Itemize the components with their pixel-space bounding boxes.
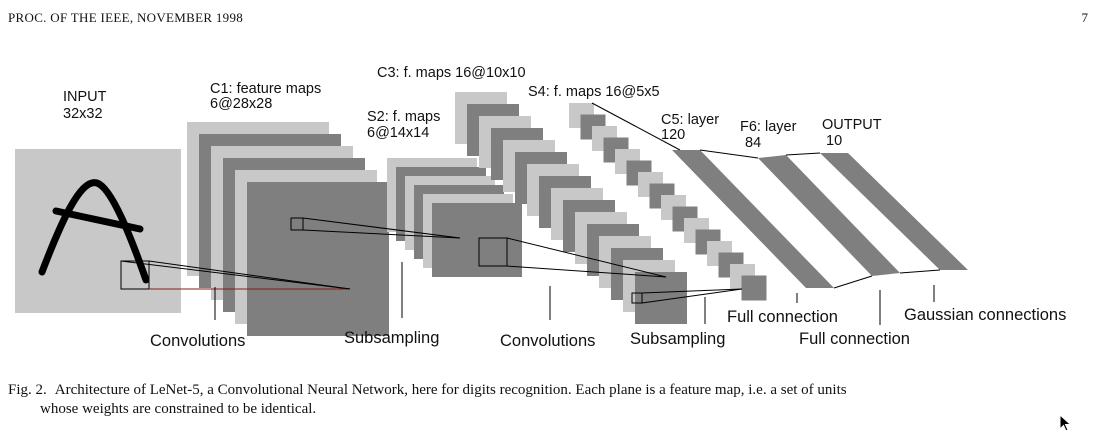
convolutions-2-label: Convolutions [500,332,595,350]
f6-output-connection-bottom [899,269,941,274]
f6-size-label: 84 [745,135,761,151]
full-connection-1-label: Full connection [727,308,838,326]
fully-connected-layers [672,149,968,289]
s4-feature-map-plane [741,275,767,301]
input-receptive-field [120,260,150,290]
operation-ticks [214,262,935,325]
s2-label: S2: f. maps [367,109,440,125]
c3-feature-maps [455,92,687,324]
caption-line-1: Architecture of LeNet-5, a Convolutional… [54,382,847,398]
c1-to-s2-line-bottom [302,229,461,239]
s2-receptive-field [478,237,508,267]
c5-size-label: 120 [661,127,685,143]
c5-f6-connection-bottom [833,275,873,289]
c5-label: C5: layer [661,112,719,128]
lenet5-architecture-diagram: .lbl { font-family: "Liberation Sans", s… [15,65,1066,350]
digit-a-stroke [38,179,150,284]
subsampling-1-label: Subsampling [344,329,439,347]
c3-to-s4-line-top [641,288,743,294]
input-to-c1-line-top [120,260,351,290]
mouse-pointer-icon [1059,414,1072,432]
input-image [15,149,181,313]
subsampling-2-label: Subsampling [630,330,725,348]
convolutions-1-label: Convolutions [150,332,245,350]
c3-label: C3: f. maps 16@10x10 [377,65,526,81]
input-to-c1-line-mid [148,260,351,290]
f6-label: F6: layer [740,119,797,135]
c3-receptive-field [631,292,643,304]
s4-feature-maps [569,103,767,301]
caption-label: Fig. 2. [8,382,47,398]
figure-caption: Fig. 2. Architecture of LeNet-5, a Convol… [8,381,1093,419]
s4-to-c5-line-top [591,102,681,151]
caption-line-2: whose weights are constrained to be iden… [40,401,317,417]
s2-to-c3-line-top [506,237,667,278]
f6-layer-bar [758,155,900,276]
full-connection-2-label: Full connection [799,330,910,348]
output-size-label: 10 [826,133,842,149]
gaussian-connections-label: Gaussian connections [904,306,1066,324]
c1-label: C1: feature maps [210,81,321,97]
c3-to-s4-line-bottom [641,288,743,304]
c1-feature-maps [187,122,389,336]
s4-label: S4: f. maps 16@5x5 [528,84,660,100]
output-label: OUTPUT [822,117,882,133]
c1-size-label: 6@28x28 [210,96,272,112]
f6-output-connection-top [785,152,821,156]
c5-f6-connection-top [699,149,759,159]
input-size-label: 32x32 [63,106,103,122]
receptive-field-projections [120,102,743,304]
input-label: INPUT [63,89,107,105]
output-layer-bar [820,153,968,270]
s2-size-label: 6@14x14 [367,125,429,141]
c5-layer-bar [672,150,834,288]
c1-to-s2-line-top [302,217,461,239]
input-layer [15,149,181,313]
s2-to-c3-line-bottom [506,265,667,278]
c1-feature-map-plane [247,182,389,336]
running-title: PROC. OF THE IEEE, NOVEMBER 1998 [8,10,244,25]
c1-receptive-field [290,217,304,231]
page-number: 7 [1081,10,1089,25]
digit-a-crossbar [52,207,144,233]
